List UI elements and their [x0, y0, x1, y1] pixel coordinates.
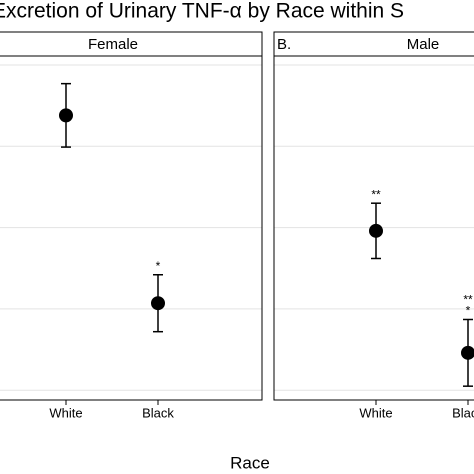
panel-frame [0, 55, 263, 401]
annotation: * [466, 304, 471, 318]
point [59, 108, 73, 123]
strip [0, 31, 263, 57]
x-tick-label: White [49, 405, 82, 420]
chart-title: Excretion of Urinary TNF-α by Race withi… [0, 0, 404, 23]
strip [273, 31, 474, 57]
point [461, 345, 474, 360]
panel-label: B. [277, 36, 291, 53]
annotation: ** [463, 293, 473, 307]
annotation: * [156, 259, 161, 273]
annotation: ** [371, 187, 381, 201]
point [369, 223, 383, 238]
panel-title: Female [88, 36, 138, 53]
x-tick-label: White [359, 405, 392, 420]
x-axis-label: Race [230, 453, 270, 472]
panel-title: Male [407, 36, 440, 53]
panel-frame [273, 55, 474, 401]
point [151, 296, 165, 311]
x-tick-label: Black [142, 405, 174, 420]
x-tick-label: Black [452, 405, 474, 420]
